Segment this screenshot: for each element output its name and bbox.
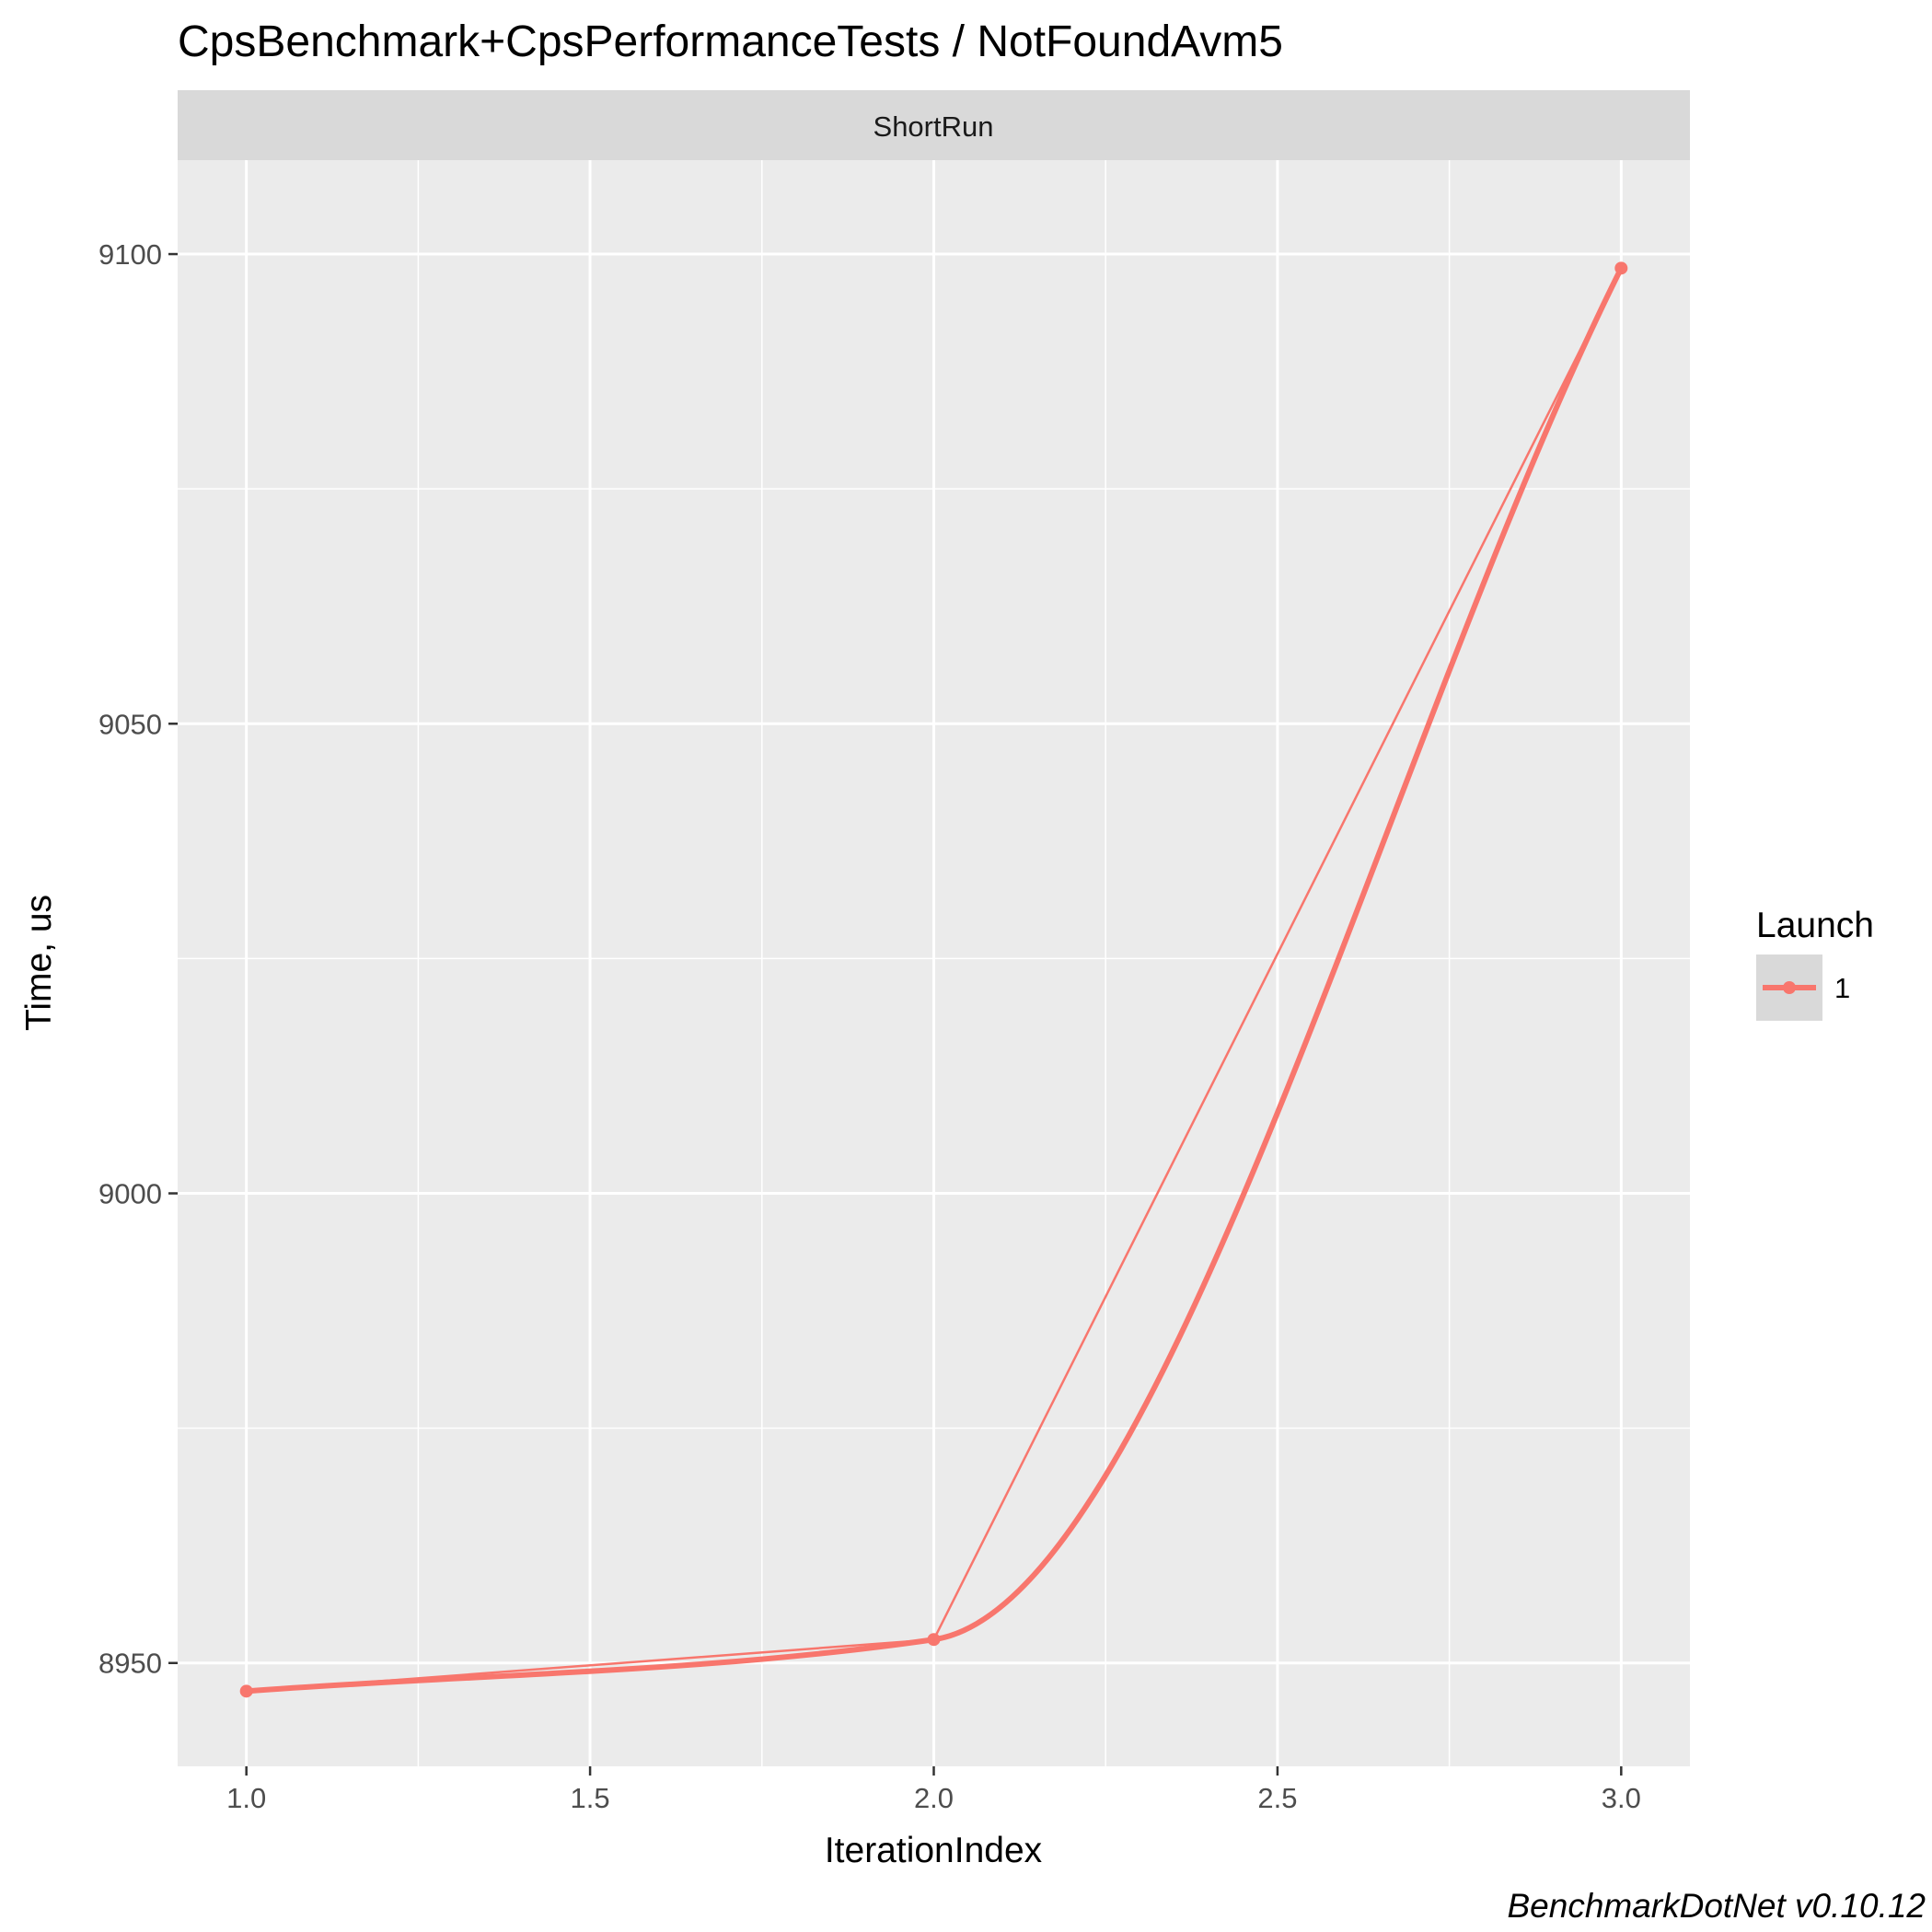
- grid-major: [178, 160, 1690, 1766]
- legend-label: 1: [1834, 972, 1850, 1004]
- series-layer: [239, 261, 1628, 1698]
- y-tick-label: 9000: [98, 1178, 162, 1210]
- x-tick-label: 2.0: [914, 1782, 954, 1814]
- y-axis: 8950 9000 9050 9100: [98, 238, 178, 1680]
- x-tick-label: 2.5: [1257, 1782, 1297, 1814]
- series-point: [927, 1633, 941, 1647]
- y-tick-label: 9100: [98, 238, 162, 271]
- y-axis-title: Time, us: [19, 895, 59, 1031]
- series-smooth-curve: [243, 265, 1625, 1695]
- legend-key-point: [1783, 981, 1796, 994]
- facet-strip-label: ShortRun: [873, 110, 994, 143]
- chart-title: CpsBenchmark+CpsPerformanceTests / NotFo…: [178, 17, 1283, 66]
- y-tick-label: 9050: [98, 708, 162, 740]
- legend: Launch 1: [1756, 906, 1874, 1021]
- x-axis-title: IterationIndex: [825, 1831, 1043, 1870]
- x-tick-label: 3.0: [1602, 1782, 1641, 1814]
- caption: BenchmarkDotNet v0.10.12: [1507, 1887, 1926, 1925]
- series-point: [1614, 261, 1628, 275]
- x-tick-label: 1.5: [571, 1782, 610, 1814]
- facet-strip: [178, 90, 1690, 160]
- y-tick-label: 8950: [98, 1648, 162, 1680]
- series-point: [239, 1684, 253, 1698]
- x-axis: 1.0 1.5 2.0 2.5 3.0: [226, 1766, 1641, 1814]
- legend-title: Launch: [1756, 906, 1874, 945]
- x-tick-label: 1.0: [226, 1782, 266, 1814]
